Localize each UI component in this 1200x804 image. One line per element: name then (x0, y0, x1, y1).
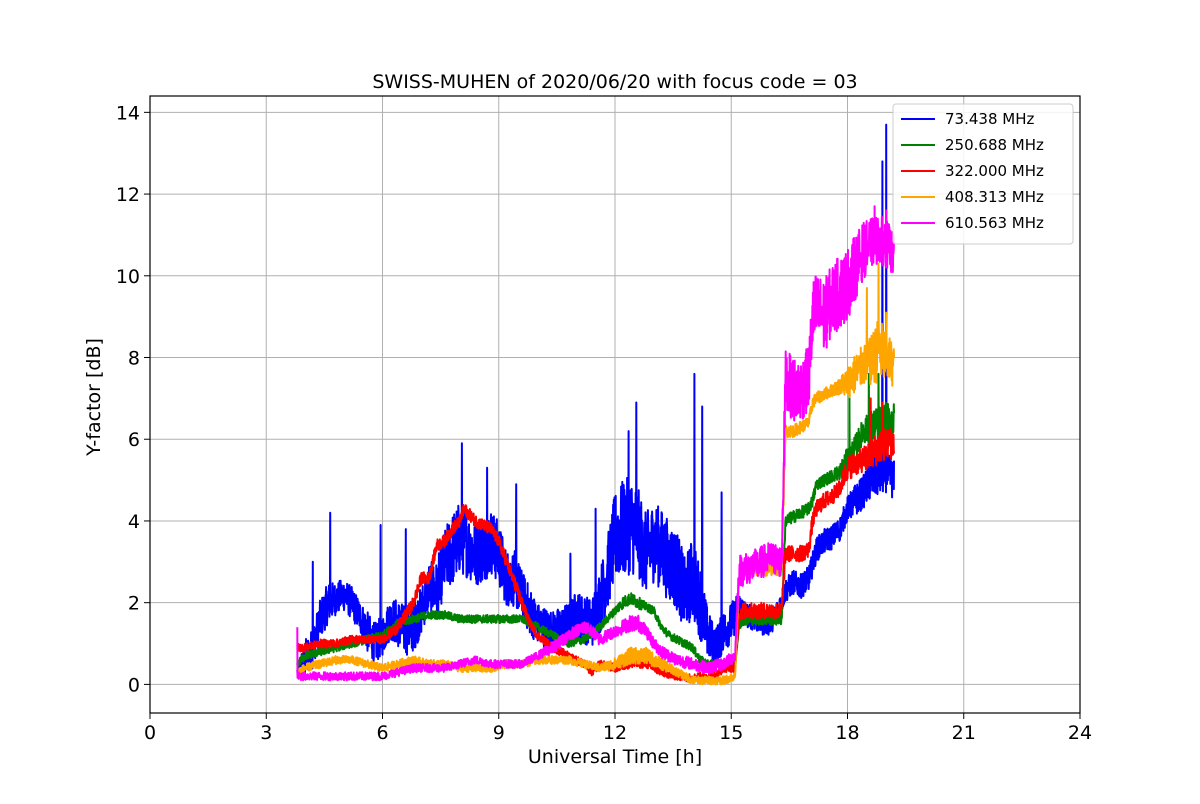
legend-entry-2: 322.000 MHz (945, 162, 1044, 180)
x-axis-label: Universal Time [h] (528, 746, 702, 768)
legend-box (892, 103, 1074, 245)
series-line-3 (296, 262, 895, 686)
y-tick-label: 0 (128, 674, 140, 696)
series-line-4 (296, 205, 895, 682)
legend-entry-3: 408.313 MHz (945, 188, 1044, 206)
legend-entry-4: 610.563 MHz (945, 214, 1044, 232)
series-layer (296, 123, 895, 686)
y-tick-label: 8 (128, 348, 140, 370)
y-tick-label: 2 (128, 593, 140, 615)
x-tick-label: 9 (493, 722, 505, 744)
x-tick-label: 21 (952, 722, 976, 744)
x-tick-label: 12 (603, 722, 627, 744)
x-tick-label: 15 (719, 722, 743, 744)
y-tick-label: 12 (116, 184, 140, 206)
x-tick-label: 0 (144, 722, 156, 744)
x-tick-label: 6 (376, 722, 388, 744)
chart-title: SWISS-MUHEN of 2020/06/20 with focus cod… (372, 71, 857, 93)
y-tick-label: 14 (116, 102, 140, 124)
legend: 73.438 MHz 250.688 MHz 322.000 MHz 408.313 … (892, 103, 1074, 245)
x-tick-label: 24 (1068, 722, 1092, 744)
legend-entry-1: 250.688 MHz (945, 136, 1044, 154)
legend-entry-0: 73.438 MHz (945, 110, 1034, 128)
y-axis-label: Y-factor [dB] (83, 338, 105, 457)
x-tick-label: 3 (260, 722, 272, 744)
y-tick-label: 10 (116, 266, 140, 288)
y-tick-label: 6 (128, 429, 140, 451)
x-tick-label: 18 (835, 722, 859, 744)
y-tick-label: 4 (128, 511, 140, 533)
